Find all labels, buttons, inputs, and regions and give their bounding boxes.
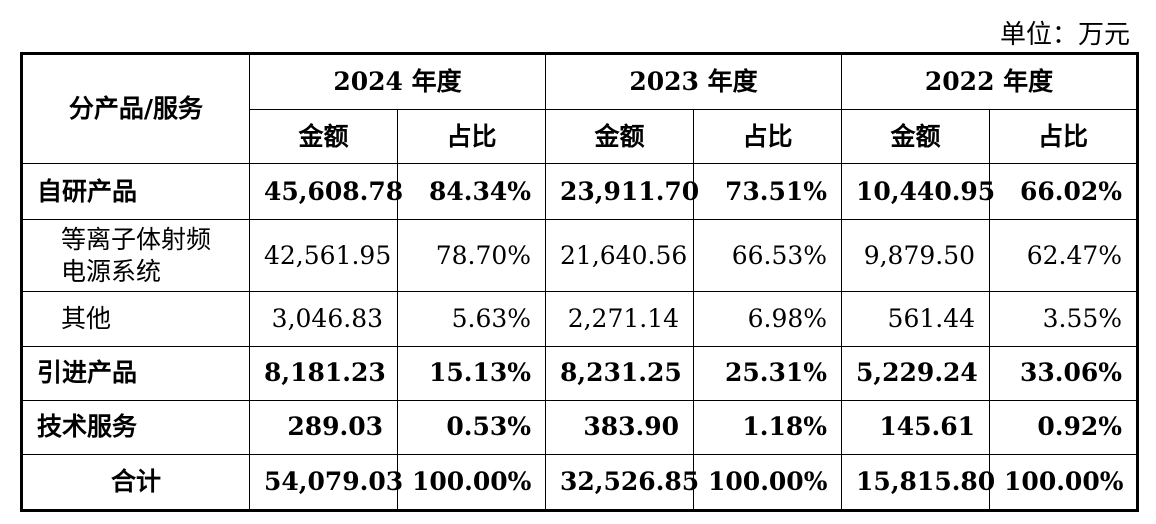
table-row: 引进产品 8,181.23 15.13% 8,231.25 25.31% 5,2… — [21, 345, 1139, 401]
row-label: 自研产品 — [21, 163, 250, 221]
header-amount: 金额 — [249, 109, 398, 165]
cell-ratio: 25.31% — [693, 345, 843, 401]
total-row: 合计 54,079.03 100.00% 32,526.85 100.00% 1… — [21, 453, 1139, 512]
cell-ratio: 84.34% — [396, 163, 547, 221]
header-ratio: 占比 — [989, 109, 1139, 165]
cell-amount: 15,815.80 — [841, 453, 995, 512]
cell-ratio: 3.55% — [989, 291, 1139, 347]
cell-amount: 145.61 — [841, 399, 991, 455]
cell-amount: 2,271.14 — [545, 291, 695, 347]
table-row: 自研产品 45,608.78 84.34% 23,911.70 73.51% 1… — [21, 163, 1139, 221]
cell-ratio: 100.00% — [693, 453, 843, 512]
table-row: 等离子体射频电源系统 42,561.95 78.70% 21,640.56 66… — [21, 219, 1139, 293]
cell-amount: 10,440.95 — [841, 163, 995, 221]
cell-ratio: 1.18% — [693, 399, 843, 455]
cell-amount: 42,561.95 — [249, 219, 398, 293]
row-label: 其他 — [21, 291, 250, 347]
cell-ratio: 66.53% — [693, 219, 843, 293]
header-year-2024: 2024 年度 — [248, 52, 547, 111]
cell-amount: 45,608.78 — [249, 163, 403, 221]
row-label-total: 合计 — [21, 453, 250, 512]
cell-amount: 8,231.25 — [545, 345, 695, 401]
cell-ratio: 78.70% — [396, 219, 547, 293]
cell-amount: 3,046.83 — [249, 291, 398, 347]
header-ratio: 占比 — [396, 109, 547, 165]
cell-amount: 23,911.70 — [545, 163, 699, 221]
cell-ratio: 62.47% — [989, 219, 1139, 293]
cell-ratio: 5.63% — [396, 291, 547, 347]
header-amount: 金额 — [545, 109, 695, 165]
cell-ratio: 73.51% — [693, 163, 843, 221]
header-row-metrics: 金额 占比 金额 占比 金额 占比 — [22, 109, 1139, 165]
cell-amount: 32,526.85 — [545, 453, 699, 512]
cell-amount: 561.44 — [841, 291, 991, 347]
cell-amount: 5,229.24 — [841, 345, 991, 401]
header-row-years: 分产品/服务 2024 年度 2023 年度 2022 年度 — [21, 52, 1139, 165]
header-ratio: 占比 — [693, 109, 843, 165]
cell-amount: 8,181.23 — [249, 345, 398, 401]
cell-ratio: 100.00% — [989, 453, 1139, 512]
unit-label: 单位：万元 — [999, 20, 1130, 50]
table-row: 技术服务 289.03 0.53% 383.90 1.18% 145.61 0.… — [21, 399, 1139, 455]
row-label: 引进产品 — [21, 345, 250, 401]
header-year-2023: 2023 年度 — [545, 52, 843, 111]
cell-ratio: 0.53% — [396, 399, 547, 455]
cell-ratio: 66.02% — [989, 163, 1139, 221]
row-label: 技术服务 — [21, 399, 250, 455]
header-year-2022: 2022 年度 — [841, 52, 1139, 111]
cell-ratio: 6.98% — [693, 291, 843, 347]
cell-amount: 9,879.50 — [841, 219, 991, 293]
cell-amount: 289.03 — [249, 399, 398, 455]
revenue-by-product-table: 分产品/服务 2024 年度 2023 年度 2022 年度 金额 占比 金额 … — [20, 52, 1140, 512]
cell-amount: 21,640.56 — [545, 219, 695, 293]
table-row: 其他 3,046.83 5.63% 2,271.14 6.98% 561.44 … — [21, 291, 1139, 347]
cell-ratio: 15.13% — [396, 345, 547, 401]
cell-amount: 383.90 — [545, 399, 695, 455]
header-amount: 金额 — [841, 109, 991, 165]
cell-ratio: 100.00% — [396, 453, 547, 512]
cell-ratio: 33.06% — [989, 345, 1139, 401]
row-label: 等离子体射频电源系统 — [21, 219, 250, 293]
cell-amount: 54,079.03 — [249, 453, 403, 512]
header-category: 分产品/服务 — [21, 52, 250, 165]
cell-ratio: 0.92% — [989, 399, 1139, 455]
